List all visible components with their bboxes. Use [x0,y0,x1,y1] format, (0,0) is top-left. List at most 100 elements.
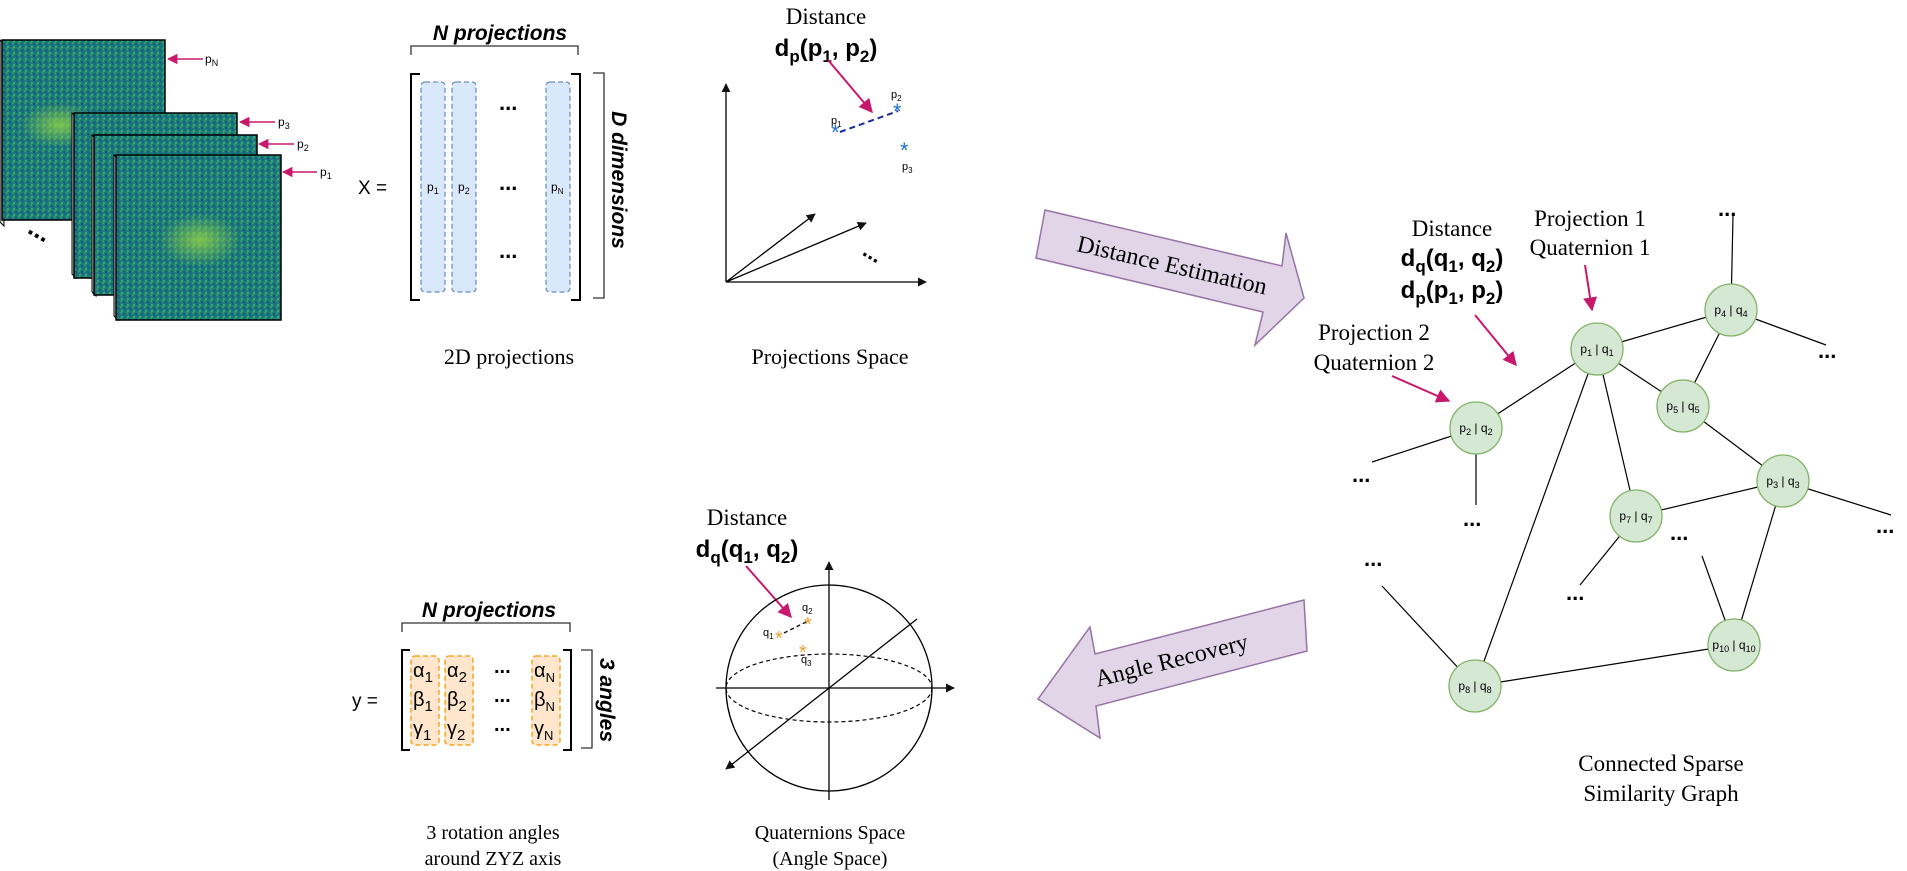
matrix-x-col-pn [545,81,571,293]
proj-distance-formula: dp(p1, p2) [775,35,878,66]
graph-node-label: p3 | q3 [1766,474,1799,490]
graph-node: p10 | q10 [1707,618,1761,672]
matrix-y-ellipsis: ... [494,685,511,707]
matrix-x-ellipsis-2: ... [499,170,517,195]
matrix-y-col-1 [410,655,440,746]
svg-text:q3: q3 [801,654,812,668]
svg-text:β1: β1 [413,689,433,715]
svg-text:p2: p2 [891,89,902,103]
svg-text:γ1: γ1 [413,718,431,744]
graph-node: p7 | q7 [1609,489,1663,543]
quat-point-q1: * [775,628,783,650]
matrix-y-col-2 [444,655,474,746]
graph-node: p2 | q2 [1449,401,1503,455]
matrix-x-prefix: X = [358,178,387,199]
graph-ann-dq: dq(q1, q2) [1401,245,1504,276]
angle-recovery-banner: Angle Recovery [1036,599,1308,740]
proj-distance-title: Distance [786,4,866,29]
svg-text:γN: γN [534,718,553,743]
graph-caption-line1: Connected Sparse [1578,751,1743,776]
quaternion-space: Distance dq(q1, q2) * q1 * q2 * q3 Quate… [696,505,955,870]
graph-ann-projection2: Projection 2 [1318,320,1430,345]
matrix-x-side: D dimensions [607,111,630,249]
graph-ellipsis: ... [1670,520,1688,545]
projections-space: Distance dp(p1, p2) ... * p1 * p2 * p3 P… [721,4,927,369]
graph-ellipsis: ... [1352,462,1370,487]
graph-node-circle [1707,618,1761,672]
graph-node-label: p2 | q2 [1459,421,1492,437]
graph-ellipsis: ... [1566,580,1584,605]
graph-ellipsis: ... [1718,196,1736,221]
svg-text:q1: q1 [763,627,774,641]
projection-image-1 [113,153,282,322]
proj-axis-ellipsis: ... [859,237,887,268]
graph-node: p5 | q5 [1656,379,1710,433]
proj-point-p1: * [831,120,840,145]
svg-text:α1: α1 [413,660,433,686]
svg-text:β2: β2 [447,689,467,715]
graph-node: p8 | q8 [1448,659,1502,713]
graph-ellipsis: ... [1463,506,1481,531]
graph-node: p3 | q3 [1756,454,1810,508]
distance-estimation-banner: Distance Estimation [1035,209,1305,348]
graph-caption-line2: Similarity Graph [1583,781,1739,806]
svg-text:pN: pN [551,180,564,196]
graph-node-circle [1570,322,1624,376]
quat-distance-title: Distance [707,505,787,530]
matrix-y-ellipsis: ... [494,656,511,678]
graph-node-label: p10 | q10 [1712,638,1755,654]
matrix-y-caption-line2: around ZYZ axis [425,848,562,870]
svg-text:q2: q2 [802,602,813,616]
matrix-y-header: N projections [422,599,556,622]
matrix-x-header: N projections [433,22,567,45]
graph-ann-quaternion2: Quaternion 2 [1314,350,1435,375]
stack-label-p1: p1 [320,165,332,181]
stack-label-pn: pN [205,52,218,68]
proj-point-p3: * [900,138,909,163]
proj-point-p2: * [893,99,902,124]
graph-node-label: p8 | q8 [1458,679,1491,695]
graph-ann-dp: dp(p1, p2) [1401,277,1504,308]
quat-point-q3: * [799,642,807,664]
graph-node: p1 | q1 [1570,322,1624,376]
stack-label-p2: p2 [297,137,309,153]
graph-ellipsis: ... [1876,513,1894,538]
matrix-x-ellipsis-1: ... [499,90,517,115]
graph-node-label: p4 | q4 [1714,303,1747,319]
stack-label-p3: p3 [278,115,290,131]
matrix-x-col-p1 [420,81,446,293]
quat-point-q2: * [804,614,812,636]
graph-node-circle [1756,454,1810,508]
svg-text:p1: p1 [831,115,842,129]
matrix-y-side: 3 angles [595,658,618,742]
graph-node-circle [1609,489,1663,543]
svg-text:p3: p3 [902,161,913,175]
proj-space-caption: Projections Space [751,344,908,369]
graph-ellipsis: ... [1364,546,1382,571]
graph-node-label: p7 | q7 [1619,509,1652,525]
graph-node-circle [1656,379,1710,433]
graph-ann-projection1: Projection 1 [1534,206,1646,231]
matrix-x: X = N projections p1 p2 pN ... ... ... D… [358,22,630,369]
graph-node-label: p5 | q5 [1666,399,1699,415]
matrix-y-prefix: y = [352,691,378,712]
quat-distance-formula: dq(q1, q2) [696,536,799,567]
graph-ellipsis: ... [1818,338,1836,363]
svg-text:γ2: γ2 [447,718,465,744]
projection-image-stack: ... pN p3 p2 p1 [0,39,332,322]
graph-ann-quaternion1: Quaternion 1 [1530,235,1651,260]
matrix-y-caption-line1: 3 rotation angles [426,822,560,844]
svg-text:p1: p1 [427,180,439,196]
graph-node: p4 | q4 [1704,283,1758,337]
graph-node-circle [1448,659,1502,713]
matrix-x-col-p2 [451,81,477,293]
svg-text:βN: βN [534,689,555,714]
similarity-graph: p1 | q1 p2 | q2 p3 | q3 p4 | q4 p5 | q5 p7 | … [1314,196,1895,806]
graph-node-circle [1704,283,1758,337]
svg-text:αN: αN [534,660,555,685]
graph-edges [1371,215,1892,687]
quat-caption-line2: (Angle Space) [773,848,888,870]
matrix-y: y = N projections α1 β1 γ1 α2 β2 γ2 αN β… [352,599,618,870]
matrix-x-caption: 2D projections [444,344,574,369]
